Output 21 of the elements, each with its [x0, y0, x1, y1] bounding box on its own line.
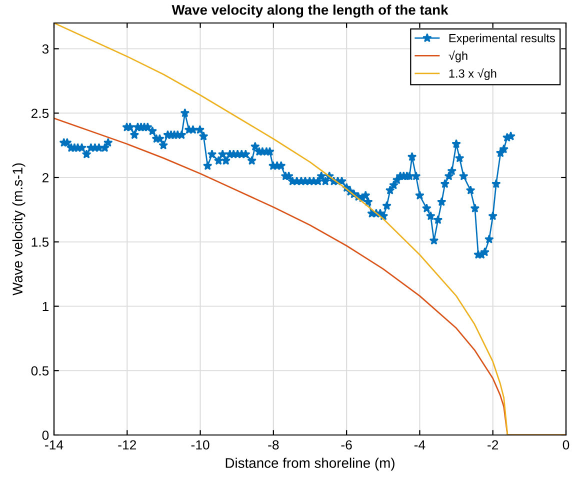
legend-label: Experimental results	[449, 34, 555, 45]
x-tick-label: 0	[562, 440, 570, 450]
y-tick-label: 1	[42, 302, 48, 312]
y-tick-label: 1.5	[32, 238, 49, 247]
x-axis-title: Distance from shoreline (m)	[226, 458, 394, 471]
x-tick-label: -4	[414, 440, 426, 450]
x-tick-label: -2	[488, 440, 498, 450]
y-tick-label: 0	[42, 430, 49, 440]
x-tick-label: -14	[45, 440, 64, 450]
x-tick-label: -12	[118, 440, 136, 450]
legend-label: √gh	[448, 50, 468, 62]
y-axis-title: Wave velocity (m.s-1)	[12, 163, 26, 296]
x-tick-label: -10	[191, 440, 210, 450]
x-tick-label: -8	[268, 440, 279, 450]
legend-label: 1.3 x √gh	[449, 68, 496, 80]
y-tick-label: 2.5	[31, 108, 49, 118]
y-tick-label: 3	[42, 44, 49, 54]
x-tick-label: -6	[341, 440, 352, 450]
y-tick-label: 0.5	[31, 366, 49, 376]
y-tick-label: 2	[42, 173, 48, 182]
chart-title: Wave velocity along the length of the tank	[172, 4, 448, 18]
